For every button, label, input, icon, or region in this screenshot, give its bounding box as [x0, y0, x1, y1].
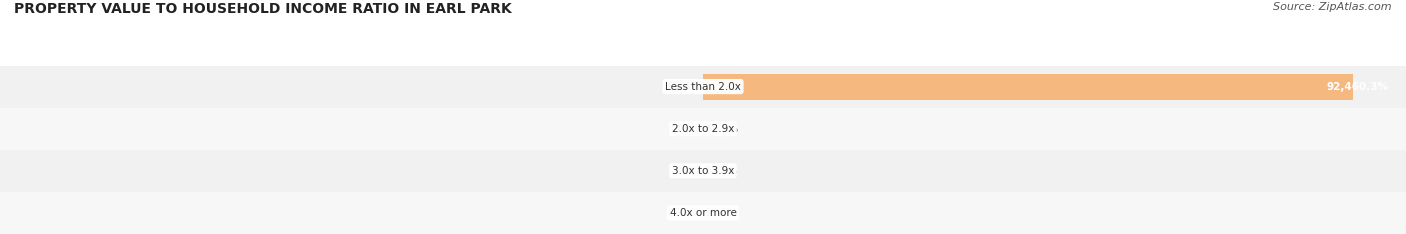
Text: 12.7%: 12.7% — [706, 166, 738, 176]
Text: 4.9%: 4.9% — [675, 124, 700, 134]
Bar — [0, 66, 1406, 108]
Text: 3.3%: 3.3% — [675, 166, 700, 176]
Text: 92,460.3%: 92,460.3% — [1326, 82, 1389, 91]
Text: 15.9%: 15.9% — [706, 208, 738, 218]
Text: 26.2%: 26.2% — [668, 208, 700, 218]
Text: 58.7%: 58.7% — [706, 124, 738, 134]
Bar — [0, 192, 1406, 234]
Text: 65.6%: 65.6% — [668, 82, 700, 91]
Text: 2.0x to 2.9x: 2.0x to 2.9x — [672, 124, 734, 134]
Bar — [703, 73, 1353, 100]
Bar — [0, 108, 1406, 150]
Text: Less than 2.0x: Less than 2.0x — [665, 82, 741, 91]
Text: 4.0x or more: 4.0x or more — [669, 208, 737, 218]
Text: PROPERTY VALUE TO HOUSEHOLD INCOME RATIO IN EARL PARK: PROPERTY VALUE TO HOUSEHOLD INCOME RATIO… — [14, 2, 512, 16]
Text: Source: ZipAtlas.com: Source: ZipAtlas.com — [1274, 2, 1392, 12]
Text: 3.0x to 3.9x: 3.0x to 3.9x — [672, 166, 734, 176]
Bar — [0, 150, 1406, 192]
